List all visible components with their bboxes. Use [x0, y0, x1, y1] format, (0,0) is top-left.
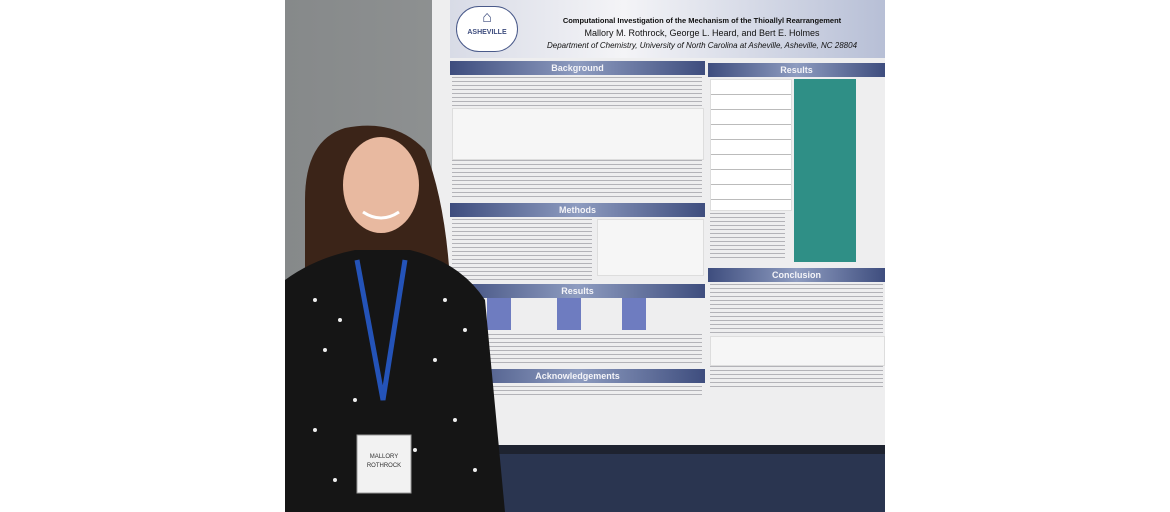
face	[343, 137, 419, 233]
molecule-panel	[487, 298, 511, 330]
lanyard	[354, 259, 408, 401]
figure	[452, 108, 704, 160]
figure	[597, 219, 704, 276]
section-header: Results	[450, 284, 705, 298]
poster-authors: Mallory M. Rothrock, George L. Heard, an…	[584, 28, 820, 38]
body-text	[452, 334, 702, 366]
top	[285, 250, 505, 512]
section-header: Acknowledgements	[450, 369, 705, 383]
person: MALLORY ROTHROCK	[285, 125, 505, 512]
badge-text: ROTHROCK	[367, 463, 401, 469]
poster-header	[450, 0, 885, 58]
figure	[710, 336, 885, 366]
figure	[794, 200, 856, 262]
body-text	[710, 284, 883, 334]
section-header: Background	[450, 61, 705, 75]
badge-text: MALLORY	[370, 454, 399, 460]
dots	[313, 298, 477, 482]
section-header: Methods	[450, 203, 705, 217]
poster-department: Department of Chemistry, University of N…	[546, 41, 858, 50]
poster: ⌂ ASHEVILLE Computational Investigation …	[432, 0, 885, 445]
section-header: Results	[708, 63, 885, 77]
body-text	[710, 366, 883, 390]
section-header: Conclusion	[708, 268, 885, 282]
smile	[362, 210, 400, 220]
logo: ⌂ ASHEVILLE	[456, 6, 518, 52]
body-text	[452, 77, 702, 107]
poster-title: Computational Investigation of the Mecha…	[562, 16, 842, 25]
floor	[485, 450, 885, 512]
body-text	[452, 160, 702, 200]
molecule-panel	[622, 298, 646, 330]
molecule-panel	[557, 298, 581, 330]
data-table	[710, 79, 792, 211]
logo-text: ASHEVILLE	[467, 29, 507, 36]
body-text	[710, 213, 785, 258]
body-text	[452, 386, 702, 396]
figure	[794, 79, 856, 209]
body-text	[452, 219, 592, 281]
photo: ⌂ ASHEVILLE Computational Investigation …	[285, 0, 885, 512]
badge	[356, 434, 412, 494]
